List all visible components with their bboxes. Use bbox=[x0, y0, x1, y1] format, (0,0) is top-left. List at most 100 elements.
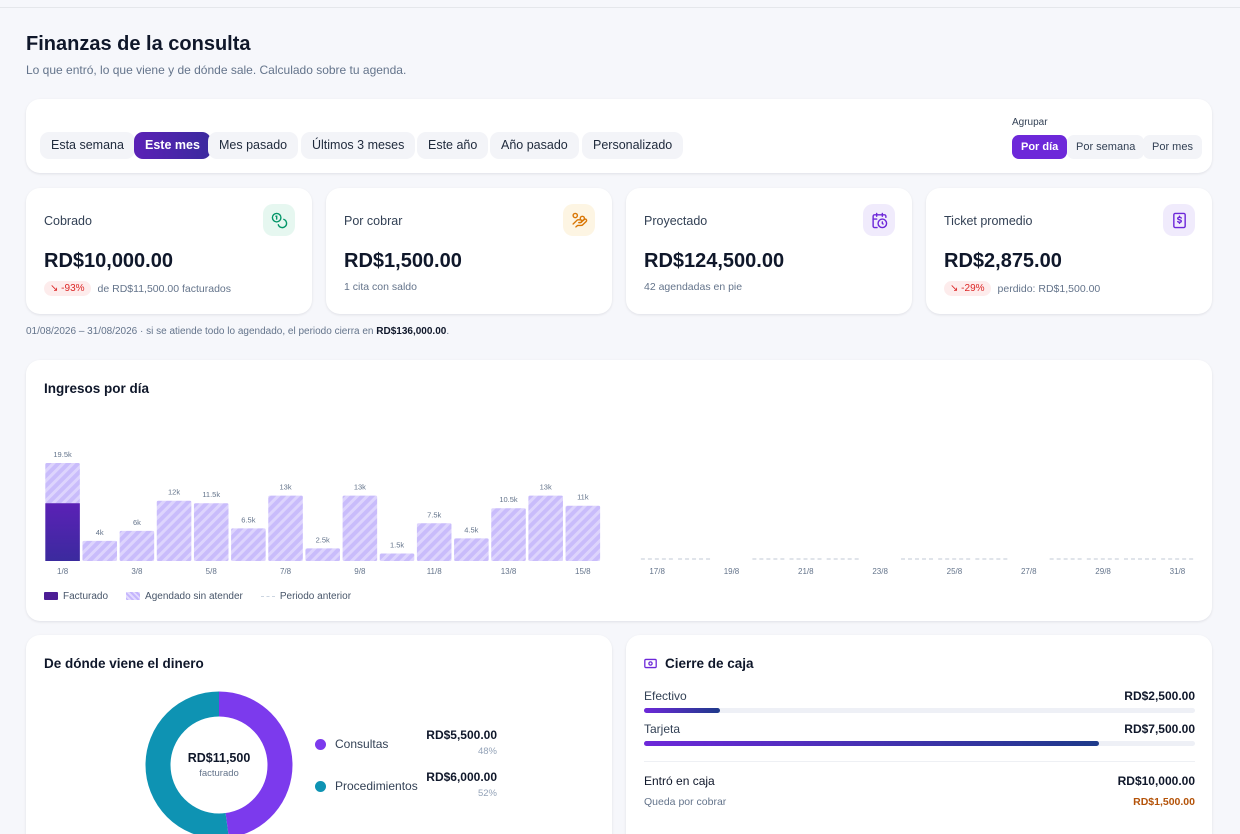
period-note: 01/08/2026 – 31/08/2026 · si se atiende … bbox=[26, 326, 450, 337]
cash-pending-amount: RD$1,500.00 bbox=[1133, 796, 1195, 808]
x-tick-label: 21/8 bbox=[798, 567, 814, 576]
kpi-value: RD$1,500.00 bbox=[344, 250, 462, 272]
legend-agendado: Agendado sin atender bbox=[126, 591, 243, 602]
bar-agendado-4/8 bbox=[156, 500, 192, 561]
source-amount: RD$5,500.00 bbox=[426, 728, 497, 742]
bar-value-label: 11k bbox=[577, 493, 589, 502]
range-last-3-months[interactable]: Últimos 3 meses bbox=[301, 132, 416, 159]
x-tick-label: 3/8 bbox=[131, 567, 143, 576]
kpi-sub: 42 agendadas en pie bbox=[644, 281, 743, 293]
legend-anterior: Periodo anterior bbox=[260, 591, 351, 602]
bar-value-label: 13k bbox=[540, 483, 552, 492]
kpi-cobrado: Cobrado RD$10,000.00 ↘ -93% de RD$11,500.… bbox=[26, 188, 312, 314]
range-last-month[interactable]: Mes pasado bbox=[208, 132, 299, 159]
group-by-day[interactable]: Por día bbox=[1012, 135, 1068, 159]
group-by-month[interactable]: Por mes bbox=[1143, 135, 1202, 159]
bar-value-label: 6.5k bbox=[241, 515, 255, 524]
cash-total-amount: RD$10,000.00 bbox=[1117, 774, 1195, 788]
cash-pending-label: Queda por cobrar bbox=[644, 796, 727, 808]
bar-agendado-7/8 bbox=[268, 495, 303, 561]
kpi-sub: 1 cita con saldo bbox=[344, 281, 417, 293]
range-custom[interactable]: Personalizado bbox=[582, 132, 684, 159]
kpi-por-cobrar: Por cobrar RD$1,500.00 1 cita con saldo bbox=[326, 188, 612, 314]
bar-agendado-5/8 bbox=[193, 503, 229, 561]
bar-value-label: 4k bbox=[96, 528, 104, 537]
hand-coins-icon bbox=[563, 204, 595, 236]
bar-agendado-12/8 bbox=[454, 538, 489, 561]
x-tick-label: 27/8 bbox=[1021, 567, 1037, 576]
bar-agendado-6/8 bbox=[231, 528, 266, 561]
donut-slice-1 bbox=[145, 691, 293, 834]
range-this-year[interactable]: Este año bbox=[417, 132, 489, 159]
kpi-label: Proyectado bbox=[644, 214, 708, 228]
kpi-value: RD$124,500.00 bbox=[644, 250, 785, 272]
donut-center-label: facturado bbox=[199, 768, 239, 779]
income-sources-card: De dónde viene el dinero RD$11,500 factu… bbox=[26, 635, 612, 834]
group-by-week[interactable]: Por semana bbox=[1067, 135, 1145, 159]
x-tick-label: 31/8 bbox=[1170, 567, 1186, 576]
range-this-week[interactable]: Esta semana bbox=[40, 132, 135, 159]
section-title: De dónde viene el dinero bbox=[44, 656, 204, 671]
trend-down-icon: ↘ bbox=[50, 283, 59, 294]
calendar-clock-icon bbox=[863, 204, 895, 236]
bar-value-label: 13k bbox=[354, 483, 366, 492]
cash-row-label: Tarjeta bbox=[644, 722, 681, 736]
cash-bar-tarjeta bbox=[644, 741, 1195, 746]
x-tick-label: 9/8 bbox=[354, 567, 366, 576]
revenue-chart-card: Ingresos por día 19.5k 4k 6k 12k 11.5k 6.5k 13… bbox=[26, 360, 1212, 621]
x-tick-label: 25/8 bbox=[947, 567, 963, 576]
source-consultas: Consultas bbox=[315, 737, 388, 751]
bar-value-label: 12k bbox=[168, 488, 180, 497]
bar-agendado-3/8 bbox=[119, 530, 155, 561]
kpi-label: Ticket promedio bbox=[944, 214, 1033, 228]
sources-donut bbox=[145, 691, 293, 834]
kpi-sub: perdido: RD$1,500.00 bbox=[997, 282, 1101, 295]
legend-dot bbox=[315, 780, 326, 792]
x-tick-label: 29/8 bbox=[1095, 567, 1111, 576]
trend-badge: ↘ -29% bbox=[944, 281, 991, 296]
range-last-year[interactable]: Año pasado bbox=[490, 132, 579, 159]
bar-agendado-13/8 bbox=[491, 508, 526, 561]
legend-facturado: Facturado bbox=[44, 591, 108, 602]
page-subtitle: Lo que entró, lo que viene y de dónde sa… bbox=[26, 63, 407, 77]
source-amount: RD$6,000.00 bbox=[426, 770, 497, 784]
banknote-icon bbox=[644, 658, 657, 669]
bar-value-label: 4.5k bbox=[464, 525, 478, 534]
bar-value-label: 6k bbox=[133, 518, 141, 527]
x-tick-label: 15/8 bbox=[575, 567, 591, 576]
bar-agendado-9/8 bbox=[342, 495, 378, 561]
source-pct: 52% bbox=[477, 788, 497, 799]
bar-agendado-8/8 bbox=[305, 548, 340, 561]
x-tick-label: 13/8 bbox=[501, 567, 517, 576]
divider bbox=[644, 761, 1195, 762]
x-tick-label: 19/8 bbox=[724, 567, 740, 576]
top-divider bbox=[0, 7, 1240, 8]
cash-bar-efectivo bbox=[644, 708, 1195, 713]
coins-icon bbox=[263, 204, 295, 236]
kpi-value: RD$10,000.00 bbox=[44, 250, 173, 272]
range-this-month[interactable]: Este mes bbox=[134, 132, 211, 159]
bar-agendado-2/8 bbox=[82, 540, 118, 561]
receipt-icon bbox=[1163, 204, 1195, 236]
section-title: Cierre de caja bbox=[644, 656, 754, 671]
kpi-label: Cobrado bbox=[44, 214, 92, 228]
x-tick-label: 11/8 bbox=[427, 567, 443, 576]
bar-value-label: 1.5k bbox=[390, 540, 404, 549]
source-pct: 48% bbox=[477, 746, 497, 757]
cash-bar-fill bbox=[644, 741, 1099, 746]
trend-badge: ↘ -93% bbox=[44, 281, 91, 296]
cash-bar-fill bbox=[644, 708, 721, 713]
donut-center-value: RD$11,500 bbox=[187, 751, 251, 765]
x-tick-label: 1/8 bbox=[57, 567, 69, 576]
cash-row-label: Efectivo bbox=[644, 689, 687, 703]
bar-agendado-10/8 bbox=[379, 553, 415, 561]
page-title: Finanzas de la consulta bbox=[26, 33, 251, 55]
bar-agendado-11/8 bbox=[416, 523, 452, 561]
x-tick-label: 17/8 bbox=[649, 567, 665, 576]
group-label: Agrupar bbox=[1012, 117, 1048, 128]
legend-dot bbox=[315, 738, 326, 750]
kpi-value: RD$2,875.00 bbox=[944, 250, 1062, 272]
bar-facturado-1/8 bbox=[45, 503, 80, 561]
bar-value-label: 11.5k bbox=[202, 490, 220, 499]
cash-total-label: Entró en caja bbox=[644, 774, 715, 788]
